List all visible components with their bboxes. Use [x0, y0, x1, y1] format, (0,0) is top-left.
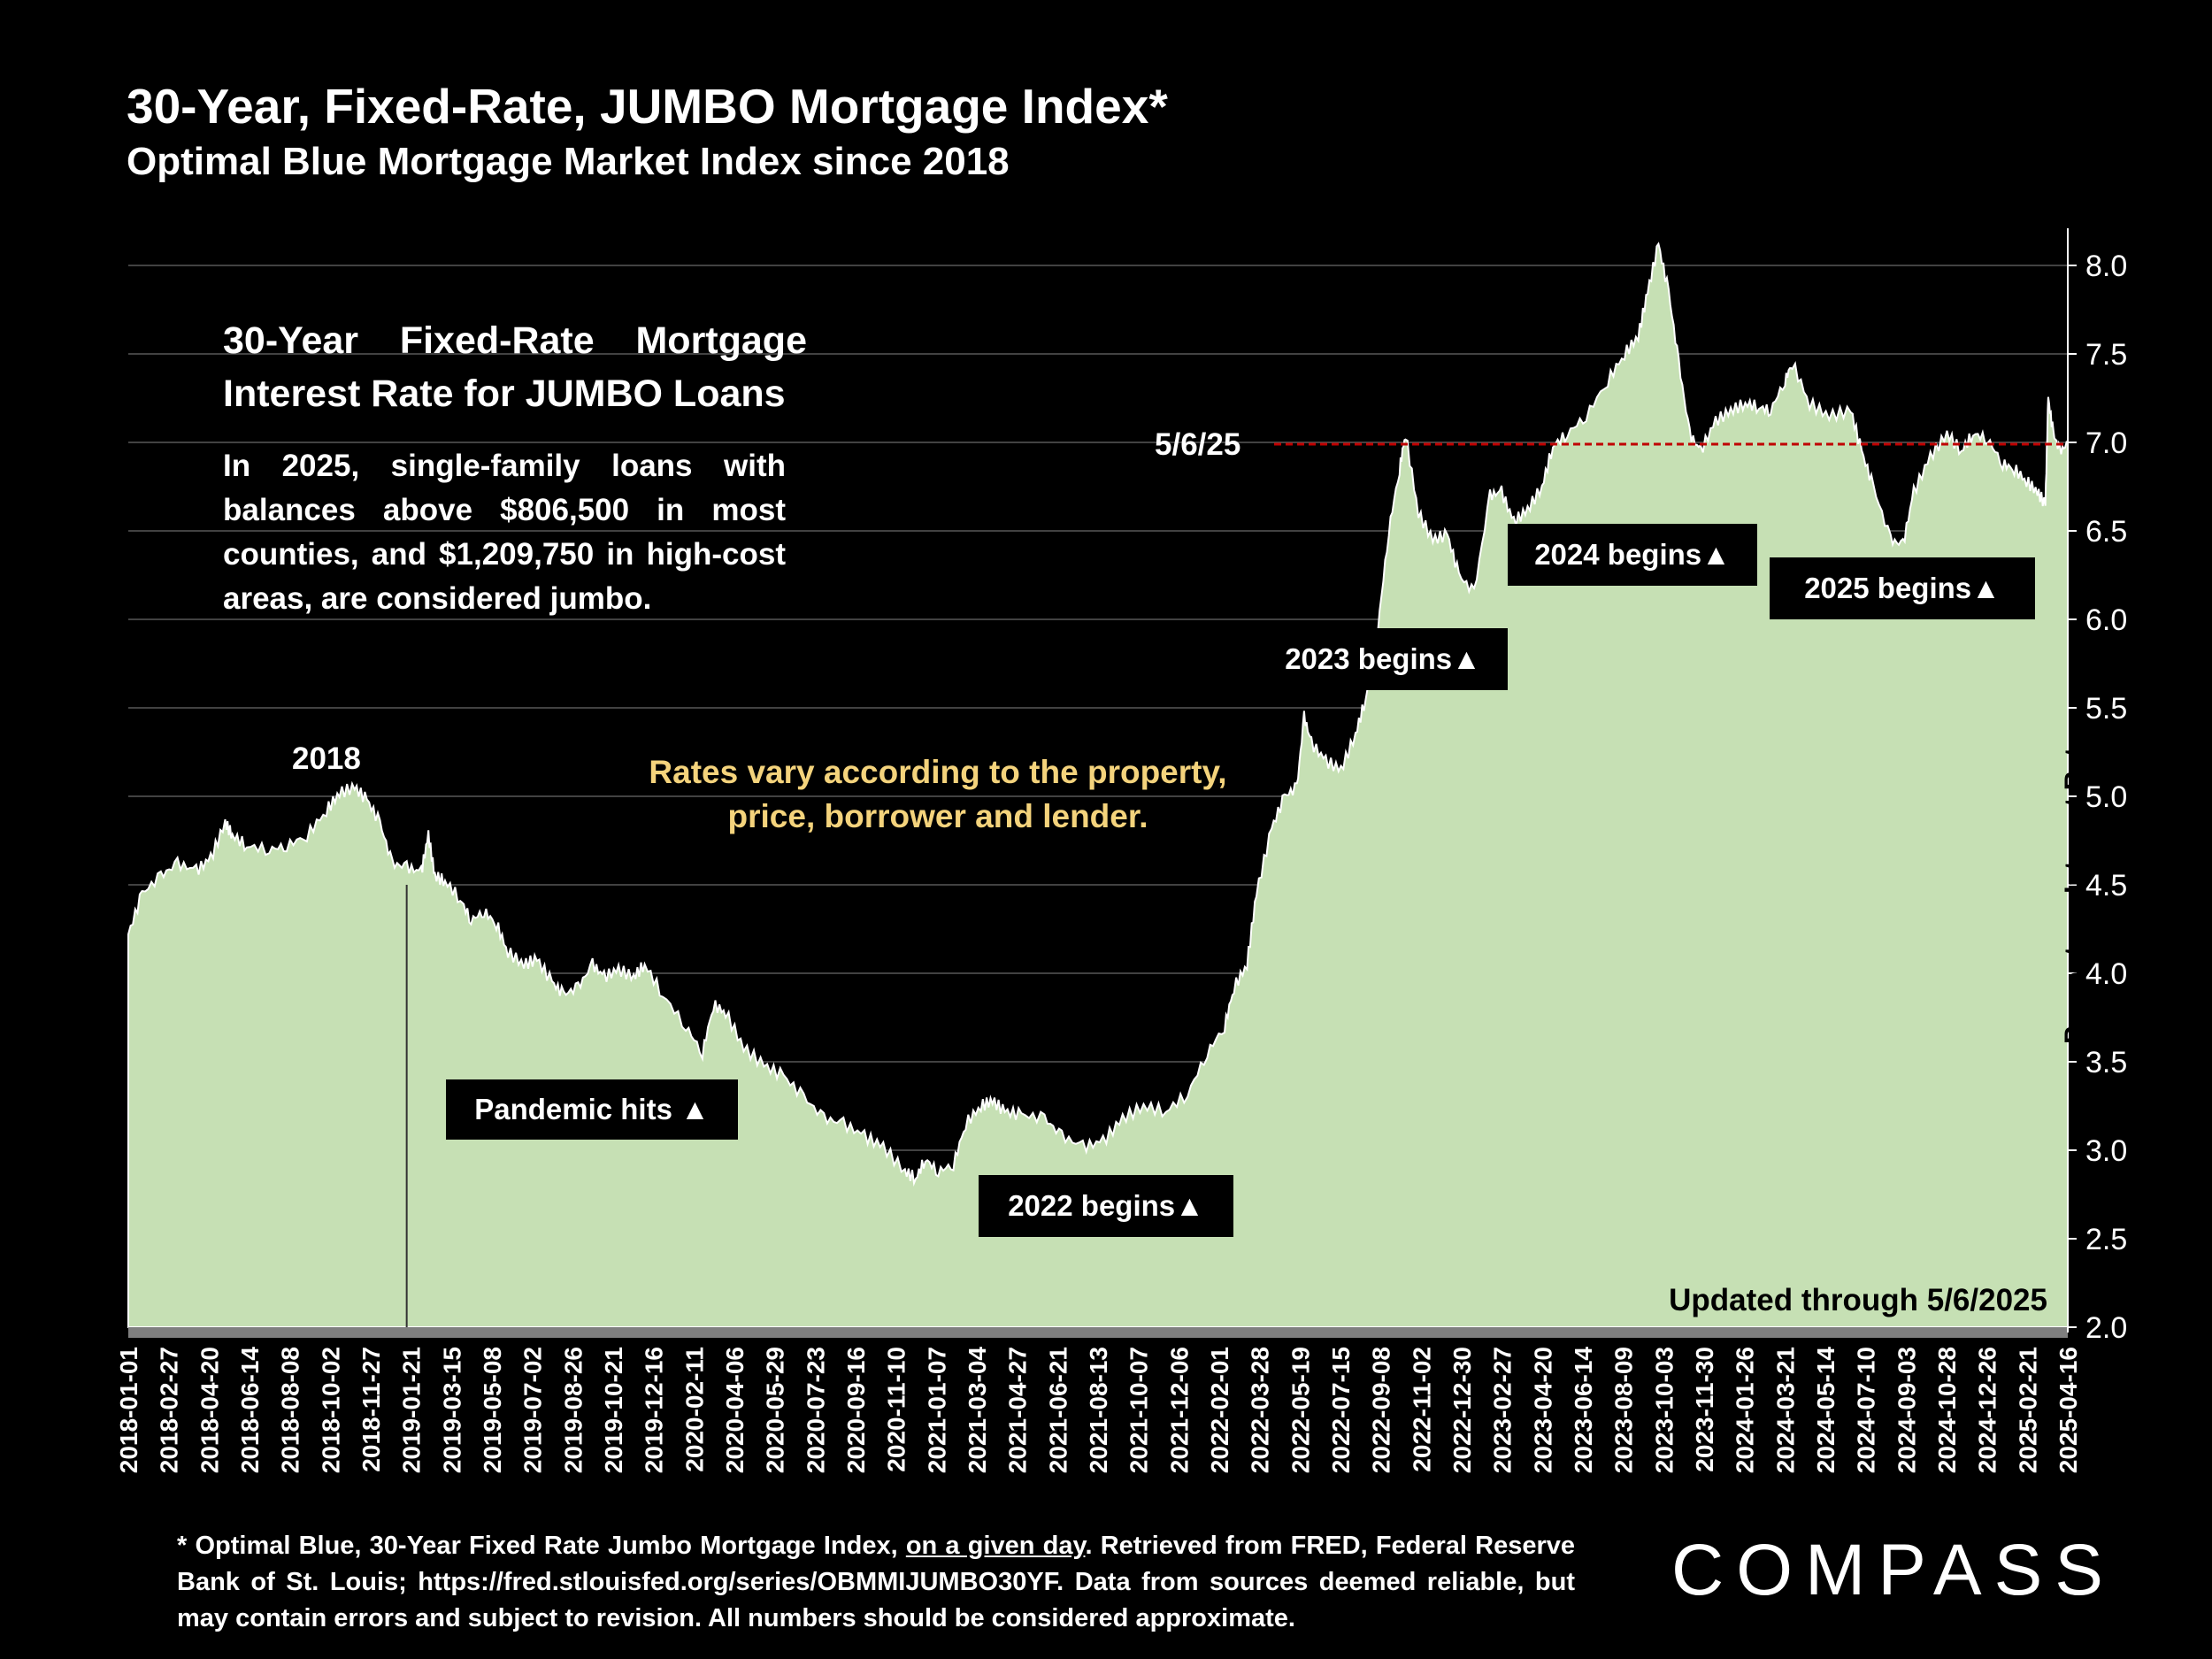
label-2018: 2018	[292, 741, 361, 776]
x-tick-label-27: 2022-02-01	[1206, 1347, 1233, 1473]
x-tick-label-29: 2022-05-19	[1286, 1347, 1314, 1473]
x-tick-label-23: 2021-06-21	[1044, 1347, 1071, 1473]
x-tick-label-31: 2022-09-08	[1368, 1347, 1395, 1473]
current-date-label: 5/6/25	[1155, 427, 1241, 462]
x-tick-label-40: 2024-01-26	[1732, 1347, 1759, 1473]
x-tick-label-20: 2021-01-07	[923, 1347, 950, 1473]
x-tick-label-32: 2022-11-02	[1408, 1347, 1435, 1472]
x-tick-label-17: 2020-07-23	[802, 1347, 829, 1473]
x-tick-label-34: 2023-02-27	[1489, 1347, 1517, 1473]
y-axis-ticks: 2.0 2.5 3.0 3.5 4.0 4.5 5.0 5.5 6.0 6.5 7.0 7.5 8.0	[2068, 250, 2127, 1345]
x-tick-label-13: 2019-12-16	[641, 1347, 668, 1473]
y-tick-label-2: 3.0	[2085, 1134, 2127, 1168]
x-tick-label-43: 2024-07-10	[1853, 1347, 1880, 1473]
x-tick-label-12: 2019-10-21	[600, 1347, 627, 1473]
x-tick-label-9: 2019-05-08	[479, 1347, 506, 1473]
info-box-title-line1: 30-Year Fixed-Rate Mortgage	[223, 319, 807, 362]
x-tick-label-10: 2019-07-02	[519, 1347, 547, 1473]
x-tick-label-28: 2022-03-28	[1247, 1347, 1274, 1473]
pandemic-label: Pandemic hits ▲	[446, 1079, 738, 1140]
x-tick-label-26: 2021-12-06	[1165, 1347, 1193, 1473]
label-2023-begins: 2023 begins▲	[1258, 628, 1508, 690]
source-footnote: * Optimal Blue, 30-Year Fixed Rate Jumbo…	[177, 1528, 1575, 1637]
y-tick-label-3: 3.5	[2085, 1046, 2127, 1079]
x-tick-label-6: 2018-11-27	[357, 1347, 385, 1472]
info-box-description: In 2025, single-family loans with balanc…	[223, 449, 786, 616]
x-axis-ticks: 2018-01-01 2018-02-27 2018-04-20 2018-06-14…	[115, 1347, 2082, 1474]
x-tick-label-25: 2021-10-07	[1125, 1347, 1153, 1473]
y-axis-label: Percentage Interest Rate	[2060, 733, 2089, 1044]
x-tick-label-5: 2018-10-02	[317, 1347, 344, 1473]
x-tick-label-4: 2018-08-08	[277, 1347, 304, 1473]
x-tick-label-35: 2023-04-20	[1529, 1347, 1556, 1473]
x-tick-label-19: 2020-11-10	[883, 1347, 910, 1472]
footnote-part1: * Optimal Blue, 30-Year Fixed Rate Jumbo…	[177, 1532, 906, 1560]
updated-through-label: Updated through 5/6/2025	[1669, 1283, 2047, 1317]
x-tick-label-24: 2021-08-13	[1085, 1347, 1112, 1473]
x-tick-label-3: 2018-06-14	[236, 1347, 264, 1474]
x-tick-label-38: 2023-10-03	[1650, 1347, 1678, 1473]
chart-title: 30-Year, Fixed-Rate, JUMBO Mortgage Inde…	[127, 79, 1168, 134]
x-tick-label-37: 2023-08-09	[1610, 1347, 1638, 1473]
info-box-title-line2: Interest Rate for JUMBO Loans	[223, 373, 786, 415]
x-axis-band	[128, 1327, 2068, 1338]
x-tick-label-45: 2024-10-28	[1933, 1347, 1961, 1473]
y-tick-label-11: 7.5	[2085, 338, 2127, 372]
footnote-underlined: on a given day	[905, 1532, 1086, 1560]
rates-note: Rates vary according to the property, pr…	[649, 754, 1227, 834]
y-tick-label-9: 6.5	[2085, 515, 2127, 549]
x-tick-label-2: 2018-04-20	[196, 1347, 223, 1473]
x-tick-label-48: 2025-04-16	[2055, 1347, 2082, 1473]
x-tick-label-47: 2025-02-21	[2014, 1347, 2041, 1473]
x-tick-label-7: 2019-01-21	[398, 1347, 426, 1473]
info-box-title: 30-Year Fixed-Rate Mortgage Interest Rat…	[223, 314, 807, 420]
y-tick-label-7: 5.5	[2085, 692, 2127, 726]
x-tick-label-22: 2021-04-27	[1004, 1347, 1032, 1473]
x-tick-label-14: 2020-02-11	[680, 1347, 708, 1472]
x-tick-label-44: 2024-09-03	[1893, 1347, 1920, 1473]
label-2024-begins: 2024 begins▲	[1508, 524, 1757, 586]
x-tick-label-0: 2018-01-01	[115, 1347, 142, 1473]
label-2025-begins: 2025 begins▲	[1770, 557, 2035, 619]
x-tick-label-33: 2022-12-30	[1448, 1347, 1476, 1473]
compass-logo-text: COMPASS	[1671, 1531, 2116, 1607]
y-tick-label-12: 8.0	[2085, 250, 2127, 283]
y-tick-label-6: 5.0	[2085, 780, 2127, 814]
x-tick-label-30: 2022-07-15	[1327, 1347, 1355, 1473]
y-tick-label-1: 2.5	[2085, 1223, 2127, 1256]
x-tick-label-46: 2024-12-26	[1974, 1347, 2001, 1473]
x-tick-label-16: 2020-05-29	[762, 1347, 789, 1473]
x-tick-label-39: 2023-11-30	[1691, 1347, 1718, 1472]
x-tick-label-11: 2019-08-26	[559, 1347, 587, 1473]
x-tick-label-8: 2019-03-15	[438, 1347, 465, 1473]
x-tick-label-1: 2018-02-27	[156, 1347, 183, 1473]
y-tick-label-10: 7.0	[2085, 426, 2127, 460]
y-tick-label-0: 2.0	[2085, 1311, 2127, 1345]
x-tick-label-36: 2023-06-14	[1570, 1347, 1597, 1474]
y-tick-label-8: 6.0	[2085, 603, 2127, 637]
x-tick-label-15: 2020-04-06	[721, 1347, 749, 1473]
label-2022-begins: 2022 begins▲	[979, 1175, 1233, 1237]
rate-area	[127, 242, 2069, 1328]
footnote-part2: . Retrieved from FRED, Federal Reserve B…	[177, 1532, 1576, 1632]
x-tick-label-21: 2021-03-04	[964, 1347, 991, 1474]
x-tick-label-41: 2024-03-21	[1771, 1347, 1799, 1473]
chart-subtitle: Optimal Blue Mortgage Market Index since…	[127, 140, 1010, 183]
compass-logo: COMPASS	[1671, 1531, 2116, 1607]
x-tick-label-18: 2020-09-16	[842, 1347, 870, 1473]
y-tick-label-4: 4.0	[2085, 957, 2127, 991]
y-tick-label-5: 4.5	[2085, 869, 2127, 902]
x-tick-label-42: 2024-05-14	[1812, 1347, 1839, 1474]
